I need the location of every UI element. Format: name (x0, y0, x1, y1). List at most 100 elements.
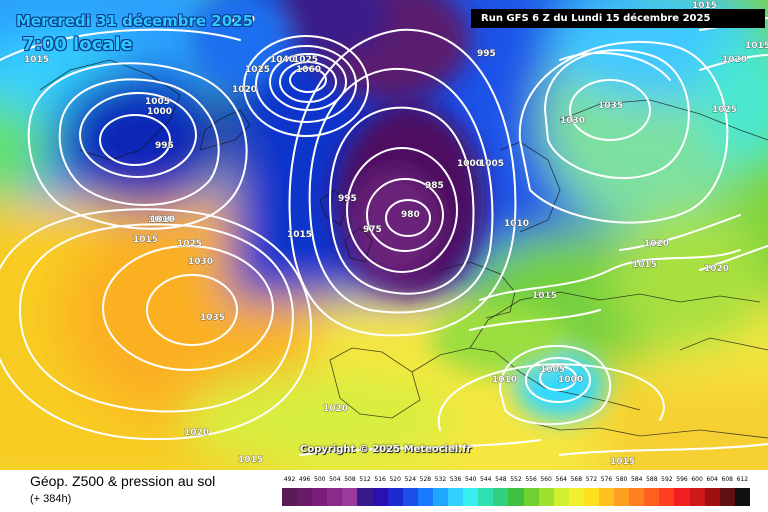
copyright-notice: Copyright © 2025 Meteociel.fr (300, 444, 472, 455)
color-scale: 492 496 500 504 508 512 516 520 524 528 532 536 540 5… (282, 474, 750, 508)
scale-swatch (312, 488, 328, 506)
svg-text:1015: 1015 (133, 235, 158, 245)
svg-text:1040: 1040 (270, 55, 295, 65)
scale-swatch (689, 488, 705, 506)
scale-swatch (342, 488, 358, 506)
svg-text:1015: 1015 (610, 457, 635, 467)
scale-swatch (629, 488, 645, 506)
forecast-date: Mercredi 31 décembre 2025 (16, 12, 254, 30)
scale-label: 552 (510, 476, 522, 483)
scale-label: 516 (374, 476, 386, 483)
scale-swatch (523, 488, 539, 506)
svg-text:1030: 1030 (560, 116, 585, 126)
scale-swatch (432, 488, 449, 506)
scale-label: 536 (449, 476, 462, 483)
scale-swatch (598, 488, 615, 506)
scale-swatch (614, 488, 630, 506)
svg-text:1035: 1035 (200, 313, 225, 323)
svg-text:1010: 1010 (148, 215, 173, 225)
svg-text:1010: 1010 (504, 219, 529, 229)
svg-text:1015: 1015 (24, 55, 49, 65)
scale-swatch (493, 488, 509, 506)
svg-text:975: 975 (363, 225, 382, 235)
scale-label: 564 (555, 476, 567, 483)
legend-subtitle: (+ 384h) (30, 493, 72, 505)
svg-text:1010: 1010 (492, 375, 517, 385)
scale-swatch (538, 488, 554, 506)
scale-swatch (402, 488, 418, 506)
scale-label: 512 (359, 476, 371, 483)
scale-label: 544 (480, 476, 492, 483)
scale-swatch (659, 488, 675, 506)
scale-label: 556 (525, 476, 537, 483)
svg-text:1020: 1020 (232, 85, 257, 95)
svg-text:1025: 1025 (712, 105, 737, 115)
scale-label: 576 (600, 476, 613, 483)
scale-label: 508 (344, 476, 356, 483)
svg-text:1030: 1030 (188, 257, 213, 267)
svg-text:1035: 1035 (598, 101, 623, 111)
svg-text:1015: 1015 (238, 455, 263, 465)
svg-text:995: 995 (477, 49, 496, 59)
svg-text:995: 995 (338, 194, 357, 204)
scale-swatch (357, 488, 373, 506)
scale-swatch (417, 488, 433, 506)
scale-label: 604 (706, 476, 718, 483)
scale-label: 584 (630, 476, 643, 483)
scale-label: 532 (434, 476, 447, 483)
scale-label: 540 (464, 476, 477, 483)
isobar-labels: 1030 1015 1025 1005 1000 995 1020 1010 1… (24, 1, 768, 468)
svg-text:985: 985 (425, 181, 444, 191)
svg-text:995: 995 (155, 141, 174, 151)
color-scale-labels: 492 496 500 504 508 512 516 520 524 528 532 536 540 5… (282, 474, 750, 486)
scale-swatch (583, 488, 599, 506)
scale-label: 572 (585, 476, 598, 483)
svg-text:1025: 1025 (177, 239, 202, 249)
scale-label: 548 (495, 476, 507, 483)
scale-label: 568 (570, 476, 583, 483)
svg-text:1060: 1060 (296, 65, 321, 75)
svg-text:1025: 1025 (293, 55, 318, 65)
scale-label: 600 (691, 476, 703, 483)
scale-label: 500 (314, 476, 326, 483)
legend-title: Géop. Z500 & pression au sol (30, 473, 216, 489)
scale-swatch (372, 488, 388, 506)
scale-swatch (463, 488, 479, 506)
svg-text:1015: 1015 (532, 291, 557, 301)
scale-label: 528 (419, 476, 432, 483)
svg-text:1030: 1030 (230, 15, 255, 25)
svg-text:1015: 1015 (745, 41, 768, 51)
scale-swatch (282, 488, 298, 506)
svg-text:1020: 1020 (644, 239, 669, 249)
scale-label: 588 (646, 476, 658, 483)
svg-text:1005: 1005 (479, 159, 504, 169)
svg-text:1020: 1020 (722, 55, 747, 65)
svg-text:1020: 1020 (704, 264, 729, 274)
svg-text:1015: 1015 (287, 230, 312, 240)
forecast-time: 7:00 locale (22, 34, 133, 55)
isobar-lines (0, 17, 768, 456)
svg-text:1025: 1025 (245, 65, 270, 75)
svg-text:1000: 1000 (147, 107, 172, 117)
scale-swatch (387, 488, 403, 506)
scale-label: 496 (298, 476, 311, 483)
scale-swatch (297, 488, 313, 506)
scale-swatch (719, 488, 735, 506)
coastlines (39, 59, 768, 439)
svg-text:1005: 1005 (540, 365, 565, 375)
svg-text:1020: 1020 (184, 428, 209, 438)
scale-swatch (478, 488, 494, 506)
svg-text:1000: 1000 (457, 159, 482, 169)
scale-swatch (644, 488, 660, 506)
run-info-banner: Run GFS 6 Z du Lundi 15 décembre 2025 (471, 9, 765, 28)
scale-label: 608 (721, 476, 733, 483)
svg-text:1015: 1015 (692, 1, 717, 11)
scale-label: 560 (540, 476, 552, 483)
scale-label: 612 (736, 476, 749, 483)
scale-label: 492 (283, 476, 296, 483)
scale-label: 520 (389, 476, 401, 483)
svg-text:980: 980 (401, 210, 420, 220)
svg-text:1020: 1020 (323, 404, 348, 414)
svg-text:1010: 1010 (150, 215, 175, 225)
scale-label: 504 (329, 476, 341, 483)
